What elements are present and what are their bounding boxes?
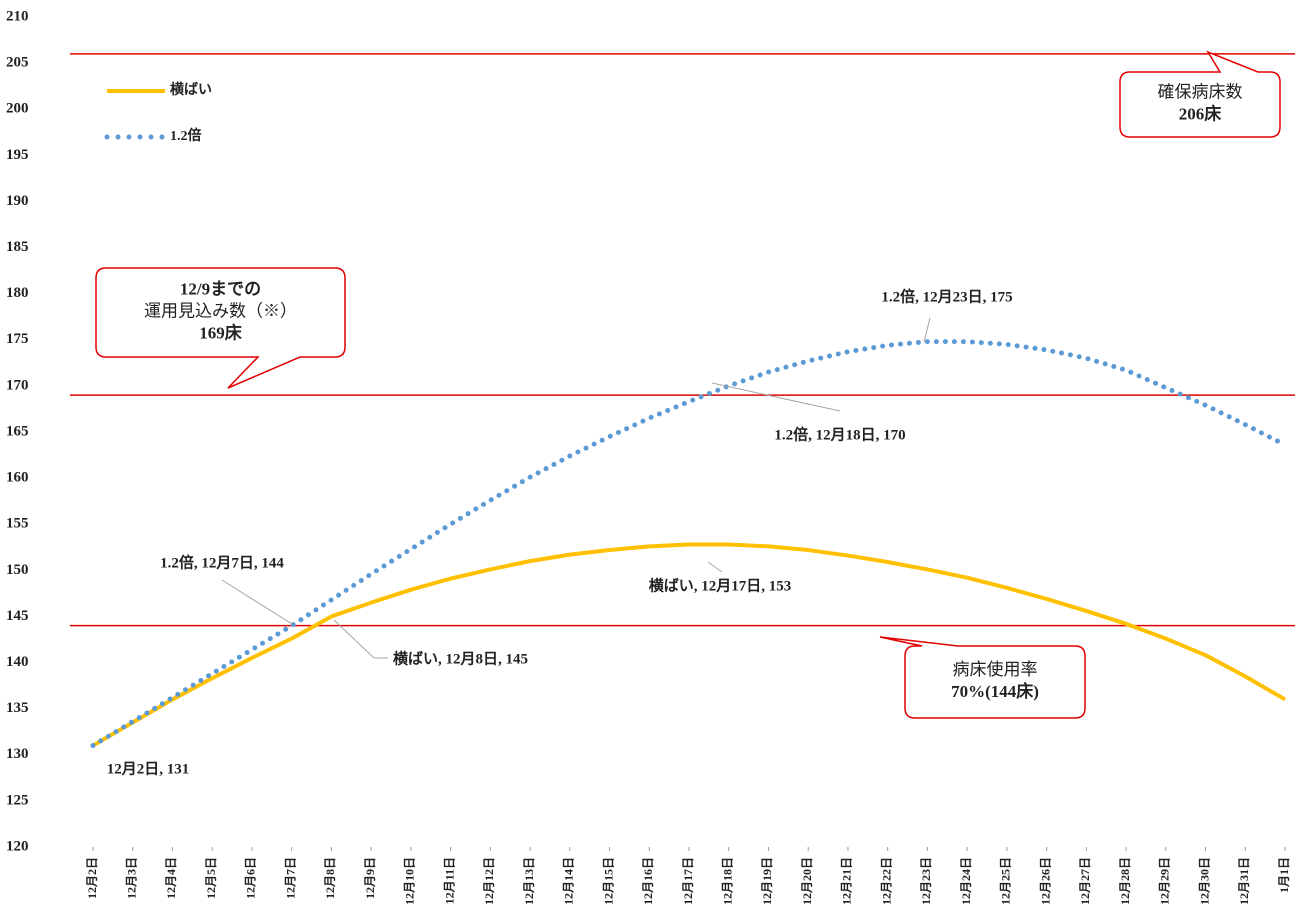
series-line — [91, 542, 1287, 748]
callout-text: 確保病床数 — [1158, 82, 1243, 101]
x-tick-label: 12月7日 — [283, 857, 297, 899]
data-label: 横ばい, 12月17日, 153 — [649, 576, 792, 594]
x-tick-label: 12月21日 — [840, 857, 854, 905]
x-tick-label: 12月30日 — [1197, 857, 1211, 905]
x-tick-label: 12月3日 — [124, 857, 138, 899]
x-tick-label: 12月14日 — [562, 857, 576, 905]
x-tick-label: 12月19日 — [760, 857, 774, 905]
x-tick-label: 12月13日 — [522, 857, 536, 905]
y-tick-label: 165 — [6, 423, 29, 439]
callout-text: 12/9までの — [180, 279, 261, 298]
y-tick-label: 180 — [6, 285, 29, 301]
data-label: 横ばい, 12月8日, 145 — [393, 649, 528, 667]
callout-text: 206床 — [1179, 103, 1223, 123]
callout-text: 70%(144床) — [951, 681, 1039, 701]
callout: 確保病床数 206床 — [1119, 50, 1281, 138]
x-tick-label: 12月5日 — [204, 857, 218, 899]
callout-box — [95, 267, 346, 389]
x-tick-label: 12月11日 — [442, 857, 456, 904]
x-tick-label: 12月20日 — [800, 857, 814, 905]
y-tick-label: 120 — [6, 838, 29, 854]
y-tick-label: 160 — [6, 470, 29, 486]
legend-label: 横ばい — [170, 81, 212, 98]
y-tick-label: 150 — [6, 562, 29, 578]
y-tick-label: 195 — [6, 147, 29, 163]
x-tick-label: 12月17日 — [681, 857, 695, 905]
y-tick-label: 175 — [6, 331, 29, 347]
callout-text: 169床 — [199, 322, 243, 342]
y-tick-label: 135 — [6, 700, 29, 716]
leader-line — [711, 382, 841, 412]
y-tick-label: 210 — [6, 8, 29, 24]
callout-box — [1119, 50, 1281, 138]
x-tick-label: 12月15日 — [601, 857, 615, 905]
y-tick-label: 155 — [6, 516, 29, 532]
callout-box — [879, 636, 1086, 719]
data-label: 12月2日, 131 — [107, 760, 190, 777]
x-tick-label: 12月2日 — [85, 857, 99, 899]
y-tick-label: 200 — [6, 101, 29, 117]
callout-text: 病床使用率 — [953, 659, 1038, 679]
y-tick-label: 190 — [6, 193, 29, 209]
x-tick-label: 12月26日 — [1038, 857, 1052, 905]
x-tick-label: 12月31日 — [1237, 857, 1251, 905]
x-tick-label: 12月27日 — [1078, 857, 1092, 905]
x-tick-label: 12月23日 — [919, 857, 933, 905]
leader-line — [333, 619, 388, 659]
x-tick-label: 12月25日 — [999, 857, 1013, 905]
y-tick-label: 185 — [6, 239, 29, 255]
y-tick-label: 205 — [6, 55, 29, 71]
data-label: 1.2倍, 12月7日, 144 — [160, 553, 284, 571]
leader-line — [221, 579, 293, 625]
x-tick-label: 12月9日 — [363, 857, 377, 899]
x-tick-label: 12月10日 — [403, 857, 417, 905]
x-tick-label: 12月18日 — [720, 857, 734, 905]
y-tick-label: 130 — [6, 746, 29, 762]
y-tick-label: 145 — [6, 608, 29, 624]
leader-line — [923, 317, 931, 343]
x-tick-label: 12月16日 — [641, 857, 655, 905]
data-label: 1.2倍, 12月18日, 170 — [774, 425, 905, 443]
series-line — [90, 339, 1288, 749]
x-tick-label: 12月29日 — [1158, 857, 1172, 905]
y-tick-label: 170 — [6, 377, 29, 393]
x-tick-label: 1月1日 — [1277, 857, 1291, 893]
x-tick-label: 12月28日 — [1118, 857, 1132, 905]
x-tick-label: 12月4日 — [164, 857, 178, 899]
callout-text: 運用見込み数（※） — [144, 301, 297, 320]
data-label: 1.2倍, 12月23日, 175 — [881, 287, 1012, 305]
x-tick-label: 12月12日 — [482, 857, 496, 905]
y-tick-label: 125 — [6, 792, 29, 808]
x-tick-label: 12月6日 — [244, 857, 258, 899]
y-tick-label: 140 — [6, 654, 29, 670]
leader-line — [707, 561, 723, 573]
x-tick-label: 12月24日 — [959, 857, 973, 905]
x-tick-label: 12月22日 — [879, 857, 893, 905]
x-tick-label: 12月8日 — [323, 857, 337, 899]
legend-label: 1.2倍 — [170, 127, 202, 144]
